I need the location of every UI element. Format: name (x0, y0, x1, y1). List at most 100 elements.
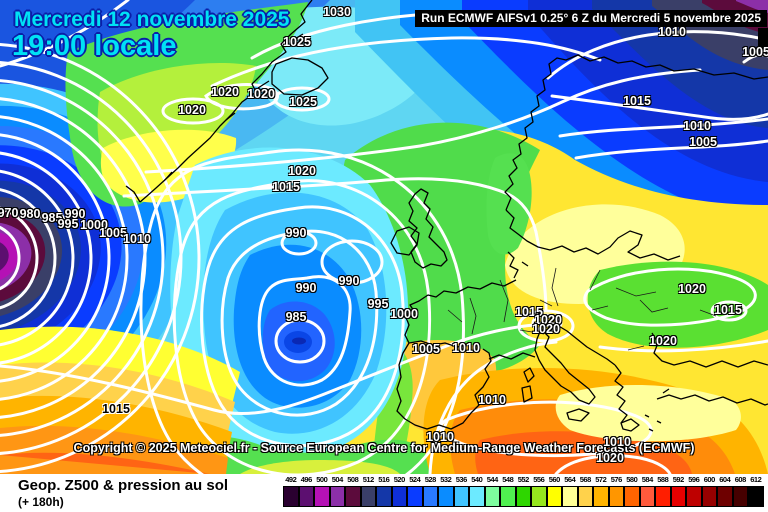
colorbar-tick-values: 492 496 500 504 508 512 516 520 524 528 532 536 540 5… (283, 475, 764, 485)
colorbar-tick: 552 (517, 475, 530, 484)
pressure-label: 1010 (683, 118, 711, 133)
colorbar-tick: 512 (362, 475, 375, 484)
colorbar-cell (438, 486, 454, 507)
colorbar-cell (407, 486, 423, 507)
colorbar-tick: 548 (502, 475, 514, 484)
pressure-label: 1005 (99, 225, 127, 240)
colorbar-cell (283, 486, 299, 507)
pressure-label: 1020 (288, 163, 316, 178)
colorbar-tick: 584 (641, 475, 654, 484)
colorbar-cell (655, 486, 671, 507)
colorbar-cell (360, 486, 376, 507)
pressure-label: 1025 (289, 94, 317, 109)
pressure-label: 1025 (283, 34, 311, 49)
colorbar-tick: 572 (595, 475, 607, 484)
pressure-label: 1005 (412, 341, 440, 356)
colorbar-cell (732, 486, 748, 507)
colorbar-tick: 560 (548, 475, 561, 484)
pressure-label: 990 (338, 273, 360, 288)
colorbar-cell (546, 486, 562, 507)
colorbar-tick: 496 (300, 475, 313, 484)
legend-bar: Geop. Z500 & pression au sol (+ 180h) 49… (0, 474, 768, 512)
colorbar-cell (314, 486, 330, 507)
isobar-lines (0, 0, 768, 474)
map-canvas: Mercredi 12 novembre 2025 19:00 locale R… (0, 0, 768, 474)
colorbar-cell (329, 486, 345, 507)
colorbar-cell (500, 486, 516, 507)
colorbar-tick: 576 (610, 475, 623, 484)
pressure-label: 1020 (678, 281, 706, 296)
copyright-notice: Copyright © 2025 Meteociel.fr - Source E… (73, 441, 695, 455)
colorbar-tick: 520 (393, 475, 406, 484)
colorbar-tick: 568 (579, 475, 592, 484)
forecast-step: (+ 180h) (18, 495, 64, 509)
colorbar-cell (345, 486, 361, 507)
colorbar-tick: 596 (688, 475, 700, 484)
colorbar-cell (717, 486, 733, 507)
pressure-label: 1020 (247, 86, 275, 101)
pressure-label: 995 (367, 296, 389, 311)
pressure-label: 1020 (534, 312, 562, 327)
pressure-label: 1010 (426, 429, 454, 444)
pressure-label: 1030 (323, 4, 351, 19)
colorbar-tick: 532 (440, 475, 452, 484)
colorbar-cell (562, 486, 578, 507)
pressure-label: 1010 (478, 392, 506, 407)
colorbar-tick: 556 (533, 475, 545, 484)
pressure-label: 1020 (532, 321, 560, 336)
pressure-label: 1000 (80, 217, 108, 232)
pressure-label: 1015 (623, 93, 651, 108)
colorbar-cell (531, 486, 547, 507)
pressure-label: 990 (295, 280, 317, 295)
colorbar-tick: 516 (378, 475, 390, 484)
colorbar-cell (624, 486, 640, 507)
pressure-label: 995 (57, 216, 79, 231)
colorbar-cells (283, 486, 764, 507)
colorbar-tick: 540 (471, 475, 483, 484)
colorbar-cell (422, 486, 438, 507)
pressure-label: 1010 (603, 434, 631, 449)
colorbar-cell (639, 486, 655, 507)
colorbar-cell (484, 486, 500, 507)
colorbar-tick: 604 (719, 475, 731, 484)
pressure-label: 980 (19, 206, 41, 221)
colorbar-tick: 500 (316, 475, 328, 484)
colorbar-tick: 504 (331, 475, 344, 484)
geopotential-map-svg (0, 0, 768, 474)
colorbar-tick: 612 (750, 475, 762, 484)
pressure-label: 1020 (596, 450, 624, 465)
colorbar-tick: 592 (672, 475, 685, 484)
colorbar-cell (593, 486, 609, 507)
pressure-label: 1000 (390, 306, 418, 321)
pressure-label: 985 (41, 210, 63, 225)
colorbar-cell (376, 486, 392, 507)
colorbar-tick: 524 (409, 475, 421, 484)
model-run-info: Run ECMWF AIFSv1 0.25° 6 Z du Mercredi 5… (415, 10, 767, 27)
colorbar-cell (515, 486, 531, 507)
pressure-label: 1015 (714, 302, 742, 317)
edge-marker (758, 28, 768, 50)
pressure-label: 1015 (515, 304, 543, 319)
colorbar-cell (748, 486, 764, 507)
pressure-label: 985 (285, 309, 307, 324)
colorbar-tick: 588 (657, 475, 669, 484)
pressure-label: 1010 (452, 340, 480, 355)
colorbar-tick: 492 (285, 475, 297, 484)
pressure-label: 1020 (649, 333, 677, 348)
pressure-label: 1015 (102, 401, 130, 416)
colorbar-tick: 544 (486, 475, 499, 484)
pressure-label: 1010 (658, 24, 686, 39)
coastlines (125, 0, 768, 432)
country-borders (447, 267, 717, 351)
valid-date-label: Mercredi 12 novembre 2025 (14, 8, 290, 31)
pressure-label: 1020 (211, 84, 239, 99)
colorbar-tick: 600 (703, 475, 716, 484)
product-title: Geop. Z500 & pression au sol (18, 477, 229, 494)
pressure-label: 970 (0, 205, 19, 220)
colorbar-legend: 492 496 500 504 508 512 516 520 524 528 532 536 540 5… (283, 475, 764, 507)
colorbar-tick: 508 (347, 475, 359, 484)
pressure-label: 1005 (742, 44, 768, 59)
colorbar-cell (686, 486, 702, 507)
pressure-label: 1005 (689, 134, 717, 149)
